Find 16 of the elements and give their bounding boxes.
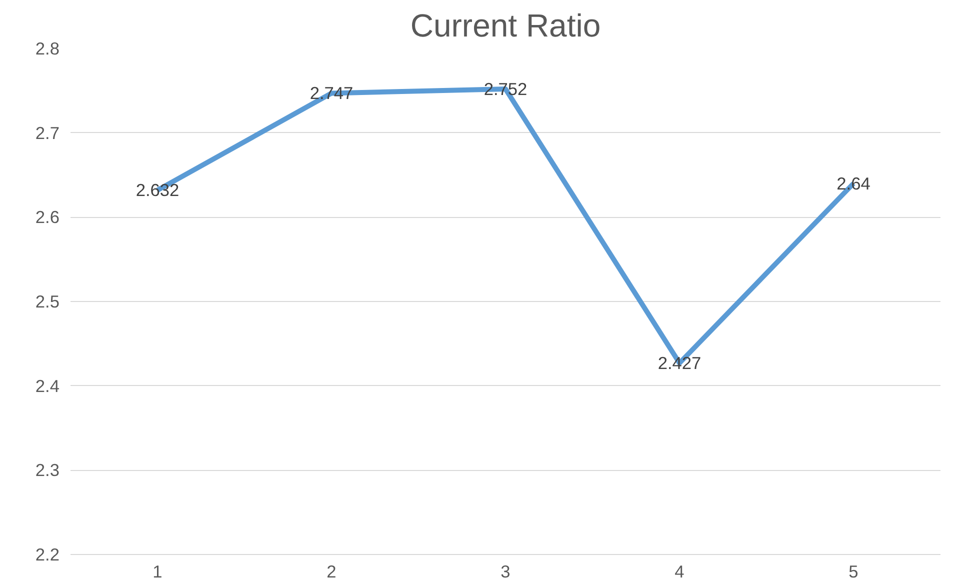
x-tick-label: 3 <box>500 562 510 580</box>
data-label: 2.64 <box>836 173 871 194</box>
y-tick-label: 2.8 <box>35 38 60 58</box>
y-tick-label: 2.6 <box>35 207 60 228</box>
x-tick-label: 4 <box>674 562 685 580</box>
y-tick-label: 2.5 <box>35 292 60 312</box>
chart-title: Current Ratio <box>410 8 601 44</box>
data-label: 2.427 <box>658 353 702 374</box>
y-tick-label: 2.7 <box>35 122 60 143</box>
y-tick-label: 2.2 <box>35 544 60 564</box>
data-label: 2.632 <box>136 180 180 200</box>
x-tick-label: 1 <box>152 562 162 580</box>
y-tick-label: 2.4 <box>35 376 60 396</box>
x-tick-label: 2 <box>326 562 336 580</box>
x-tick-label: 5 <box>848 562 858 580</box>
y-tick-label: 2.3 <box>35 460 60 480</box>
